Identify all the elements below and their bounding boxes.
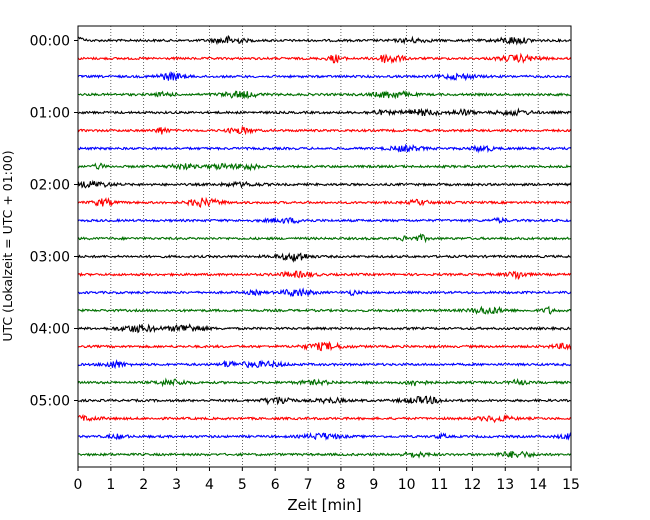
trace-0315 <box>77 270 572 281</box>
x-tick-label-1: 1 <box>106 477 115 493</box>
trace-0215 <box>77 196 572 208</box>
trace-0000 <box>77 34 572 46</box>
x-axis-title: Zeit [min] <box>287 496 361 514</box>
trace-0300 <box>77 252 572 263</box>
trace-0430 <box>77 359 572 370</box>
trace-0415 <box>77 340 572 352</box>
y-tick-label-1: 01:00 <box>30 106 70 122</box>
y-tick-label-2: 02:00 <box>30 178 70 194</box>
trace-0015 <box>77 52 572 65</box>
x-axis-ticks: 0 1 2 3 4 5 6 7 8 9 10 11 12 13 14 15 <box>74 467 580 493</box>
y-axis-ticks: 00:00 01:00 02:00 03:00 04:00 05:00 <box>30 34 78 410</box>
y-axis-title: UTC (Lokalzeit = UTC + 01:00) <box>0 150 15 341</box>
x-tick-label-4: 4 <box>205 477 214 493</box>
plot-frame <box>77 25 572 468</box>
x-tick-label-14: 14 <box>529 477 547 493</box>
trace-0500 <box>77 395 572 406</box>
trace-0045 <box>78 89 572 100</box>
trace-0115 <box>77 125 572 136</box>
trace-0345 <box>77 305 572 315</box>
trace-0230 <box>77 216 572 225</box>
trace-0545 <box>77 450 572 459</box>
trace-0130 <box>77 143 572 154</box>
trace-0200 <box>77 179 572 189</box>
x-tick-label-5: 5 <box>238 477 247 493</box>
trace-0245 <box>77 232 572 244</box>
trace-0445 <box>77 377 572 388</box>
trace-0515 <box>77 413 572 424</box>
x-tick-label-10: 10 <box>398 477 416 493</box>
x-tick-label-11: 11 <box>431 477 449 493</box>
x-tick-label-7: 7 <box>304 477 313 493</box>
trace-0030 <box>77 71 571 82</box>
y-tick-label-4: 04:00 <box>30 322 70 338</box>
y-tick-label-3: 03:00 <box>30 250 70 266</box>
x-tick-label-2: 2 <box>139 477 148 493</box>
x-tick-label-13: 13 <box>496 477 514 493</box>
trace-0330 <box>77 287 572 298</box>
x-tick-label-0: 0 <box>74 477 83 493</box>
trace-0100 <box>78 107 572 117</box>
trace-0145 <box>77 162 572 172</box>
x-tick-label-6: 6 <box>271 477 280 493</box>
x-tick-label-9: 9 <box>369 477 378 493</box>
seismic-traces <box>77 34 572 459</box>
x-tick-label-12: 12 <box>463 477 481 493</box>
x-tick-label-15: 15 <box>562 477 580 493</box>
x-tick-label-3: 3 <box>172 477 181 493</box>
trace-0400 <box>77 323 572 334</box>
trace-0530 <box>77 431 572 441</box>
x-tick-label-8: 8 <box>336 477 345 493</box>
y-tick-label-5: 05:00 <box>30 394 70 410</box>
y-tick-label-0: 00:00 <box>30 34 70 50</box>
